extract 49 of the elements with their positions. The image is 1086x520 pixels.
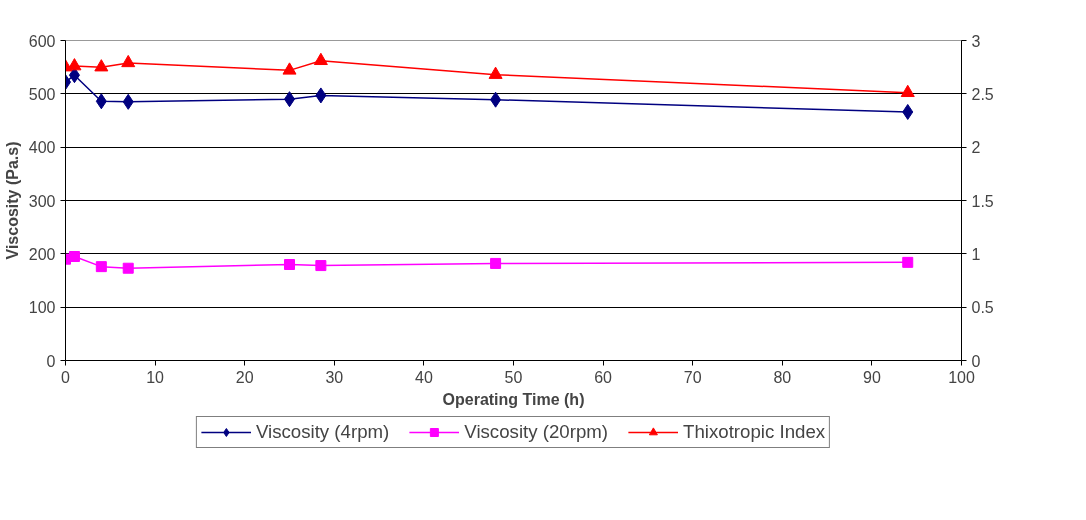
y-tick-label: 0: [46, 352, 56, 370]
x-tick-label: 10: [146, 368, 165, 386]
legend-label: Viscosity (4rpm): [255, 421, 390, 443]
point: [95, 93, 107, 110]
point: [282, 62, 297, 75]
point: [121, 54, 136, 68]
point: [488, 66, 503, 79]
x-tick-label: 70: [683, 368, 702, 386]
point: [94, 59, 109, 72]
x-tick-label: 30: [325, 368, 344, 386]
y-tick-label: 300: [28, 192, 56, 210]
x-tick-label: 50: [504, 368, 523, 386]
point: [900, 84, 915, 98]
x-tick-label: 60: [594, 368, 613, 386]
y-axis-title: Viscosity (Pa.s): [3, 141, 21, 260]
x-tick-label: 80: [773, 368, 792, 386]
y-tick-label: 200: [28, 245, 56, 263]
x-tick-label: 0: [61, 368, 71, 386]
x-tick-label: 40: [415, 368, 433, 386]
x-tick-label: 100: [948, 368, 975, 386]
y-tick-label: 600: [28, 32, 56, 50]
point: [284, 259, 295, 270]
point: [902, 256, 914, 268]
point: [67, 58, 82, 71]
y2-tick-label: 2: [971, 139, 981, 157]
legend-label: Thixotropic Index: [683, 421, 826, 443]
y-tick-label: 100: [28, 299, 56, 317]
y-tick-label: 400: [28, 139, 56, 157]
point: [315, 87, 327, 104]
point: [490, 91, 502, 108]
point: [95, 261, 107, 273]
x-tick-label: 20: [235, 368, 254, 386]
legend-label: Viscosity (20rpm): [464, 421, 609, 443]
point: [902, 103, 914, 120]
y-tick-label: 500: [28, 85, 56, 103]
point: [313, 52, 328, 66]
y2-tick-label: 1.5: [971, 192, 994, 210]
x-axis-title: Operating Time (h): [442, 390, 585, 408]
y2-tick-label: 0: [971, 352, 981, 370]
point: [68, 251, 80, 262]
point: [315, 260, 327, 272]
y2-tick-label: 1: [971, 245, 981, 263]
y2-tick-label: 2.5: [971, 85, 994, 103]
y2-tick-label: 0.5: [971, 299, 994, 317]
point: [122, 262, 134, 274]
y2-tick-label: 3: [971, 32, 981, 50]
point: [490, 257, 502, 269]
x-tick-label: 90: [863, 368, 881, 386]
point: [122, 93, 134, 110]
